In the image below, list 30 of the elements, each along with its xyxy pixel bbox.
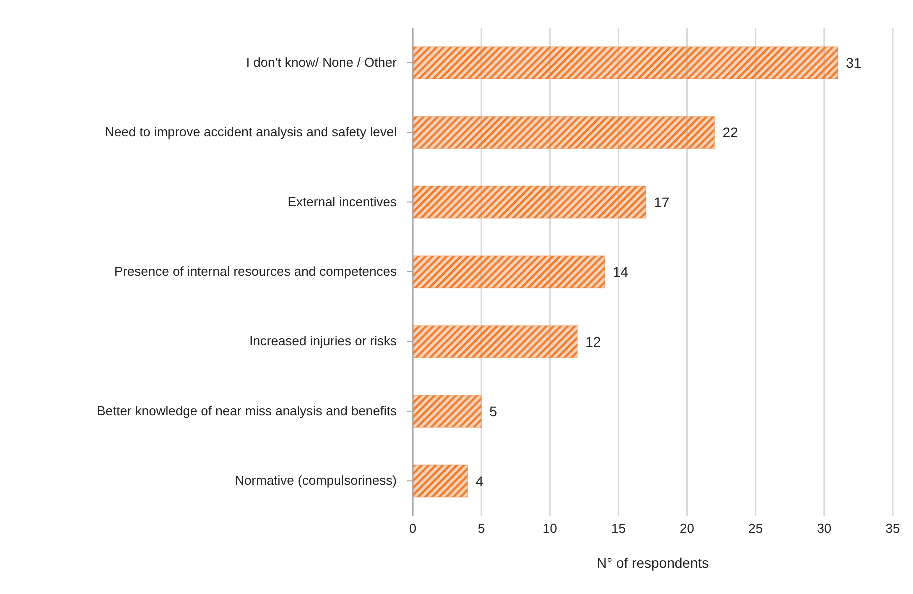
x-tick-label: 35	[886, 521, 900, 536]
y-tick-label: Normative (compulsoriness)	[235, 473, 397, 488]
y-tick-label: Increased injuries or risks	[250, 334, 398, 349]
data-label: 4	[476, 473, 484, 490]
data-label: 5	[490, 404, 498, 420]
x-tick-label: 25	[748, 521, 764, 536]
y-tick-label: Need to improve accident analysis and safety level	[105, 124, 398, 140]
x-tick-label: 10	[542, 521, 558, 536]
x-axis-title: N° of respondents	[596, 555, 710, 571]
x-tick-label: 15	[611, 521, 626, 536]
data-label: 12	[586, 334, 602, 350]
x-tick-label: 5	[478, 521, 486, 536]
bar	[413, 116, 716, 150]
data-label: 14	[613, 264, 629, 280]
x-tick-label: 30	[817, 521, 832, 536]
bar	[413, 464, 468, 498]
data-label: 31	[846, 54, 862, 71]
bar	[413, 325, 578, 358]
y-tick-label: External incentives	[288, 194, 398, 210]
y-tick-label: Better knowledge of near miss analysis and benefits	[97, 403, 398, 418]
y-tick-label: Presence of internal resources and competences	[114, 264, 398, 279]
bar	[413, 46, 839, 80]
bar	[413, 395, 482, 428]
bar	[413, 256, 606, 289]
x-tick-label: 20	[680, 521, 695, 536]
x-tick-label: 0	[409, 521, 417, 536]
bar	[413, 186, 647, 219]
data-label: 22	[722, 124, 738, 141]
data-label: 17	[654, 194, 670, 210]
y-tick-label: I don't know/ None / Other	[246, 54, 398, 70]
